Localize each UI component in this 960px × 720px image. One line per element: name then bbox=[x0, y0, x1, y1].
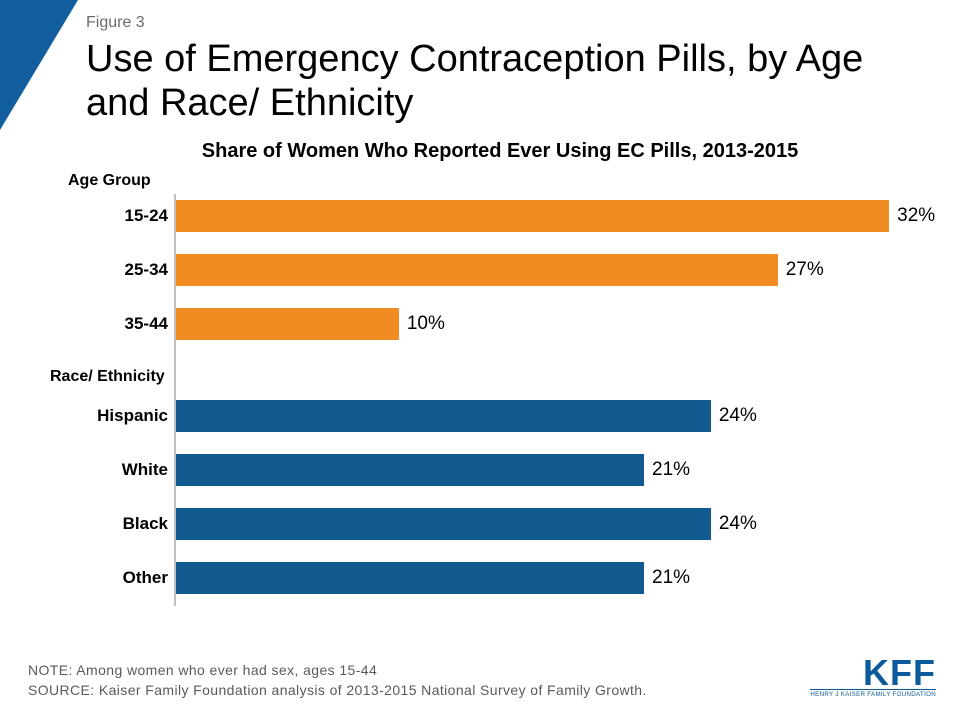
bar bbox=[176, 562, 644, 594]
bar bbox=[176, 200, 889, 232]
figure-page: Figure 3 Use of Emergency Contraception … bbox=[0, 0, 960, 720]
category-label: White bbox=[50, 460, 168, 480]
bar-row: 25-34 27% bbox=[50, 248, 920, 292]
bar bbox=[176, 254, 778, 286]
bar-row: White 21% bbox=[50, 448, 920, 492]
value-label: 24% bbox=[719, 405, 757, 427]
kff-logo-main: KFF bbox=[810, 657, 936, 689]
accent-triangle bbox=[0, 0, 78, 130]
group-label: Race/ Ethnicity bbox=[50, 368, 165, 386]
category-label: Other bbox=[50, 568, 168, 588]
category-label: 35-44 bbox=[50, 314, 168, 334]
chart-subtitle: Share of Women Who Reported Ever Using E… bbox=[120, 140, 880, 163]
value-label: 32% bbox=[897, 205, 935, 227]
category-label: Hispanic bbox=[50, 406, 168, 426]
bar-row: 35-44 10% bbox=[50, 302, 920, 346]
bar bbox=[176, 508, 711, 540]
bar-chart: Age Group 15-2432% 25-34 27% 35-44 10% Race/ E… bbox=[50, 172, 920, 617]
bar-row: Black 24% bbox=[50, 502, 920, 546]
bar-row: Other 21% bbox=[50, 556, 920, 600]
value-label: 10% bbox=[407, 313, 445, 335]
note-text: NOTE: Among women who ever had sex, ages… bbox=[28, 662, 377, 678]
value-label: 27% bbox=[786, 259, 824, 281]
source-text: SOURCE: Kaiser Family Foundation analysi… bbox=[28, 682, 647, 698]
bar-row: 15-2432% bbox=[50, 194, 920, 238]
category-label: Black bbox=[50, 514, 168, 534]
kff-logo: KFF HENRY J KAISER FAMILY FOUNDATION bbox=[810, 657, 936, 698]
group-label: Age Group bbox=[68, 172, 151, 190]
page-title: Use of Emergency Contraception Pills, by… bbox=[86, 38, 906, 125]
bar bbox=[176, 308, 399, 340]
category-label: 15-24 bbox=[50, 206, 168, 226]
value-label: 24% bbox=[719, 513, 757, 535]
figure-number: Figure 3 bbox=[86, 14, 145, 32]
bar-row: Hispanic 24% bbox=[50, 394, 920, 438]
value-label: 21% bbox=[652, 459, 690, 481]
bar bbox=[176, 454, 644, 486]
value-label: 21% bbox=[652, 567, 690, 589]
kff-logo-sub: HENRY J KAISER FAMILY FOUNDATION bbox=[810, 689, 936, 698]
category-label: 25-34 bbox=[50, 260, 168, 280]
bar bbox=[176, 400, 711, 432]
